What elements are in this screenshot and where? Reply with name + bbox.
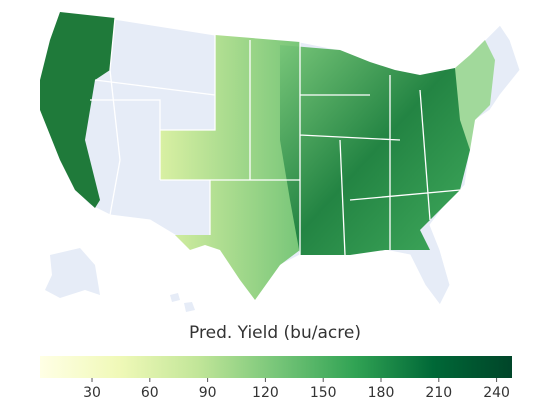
tick-label: 30 (83, 385, 101, 401)
plains-region (160, 35, 300, 300)
cornbelt-region (280, 45, 470, 255)
hawaii (170, 293, 195, 312)
tick-label: 180 (368, 385, 395, 401)
border (90, 17, 461, 256)
tick-label: 90 (199, 385, 217, 401)
state-borders (90, 17, 461, 256)
tick-label: 120 (252, 385, 279, 401)
colorbar-scale (40, 356, 512, 378)
tick-label: 60 (141, 385, 159, 401)
colorbar-title: Pred. Yield (bu/acre) (189, 323, 361, 343)
northeast-region (455, 40, 495, 150)
us-map (39, 11, 521, 312)
west-coast-region (40, 12, 115, 208)
tick-label: 150 (310, 385, 337, 401)
colorbar-ticks: 30 60 90 120 150 180 210 240 (83, 378, 510, 401)
colorbar: Pred. Yield (bu/acre) 30 60 90 120 150 180 210… (40, 323, 512, 401)
tick-label: 240 (483, 385, 510, 401)
alaska (45, 248, 100, 298)
tick-label: 210 (425, 385, 452, 401)
